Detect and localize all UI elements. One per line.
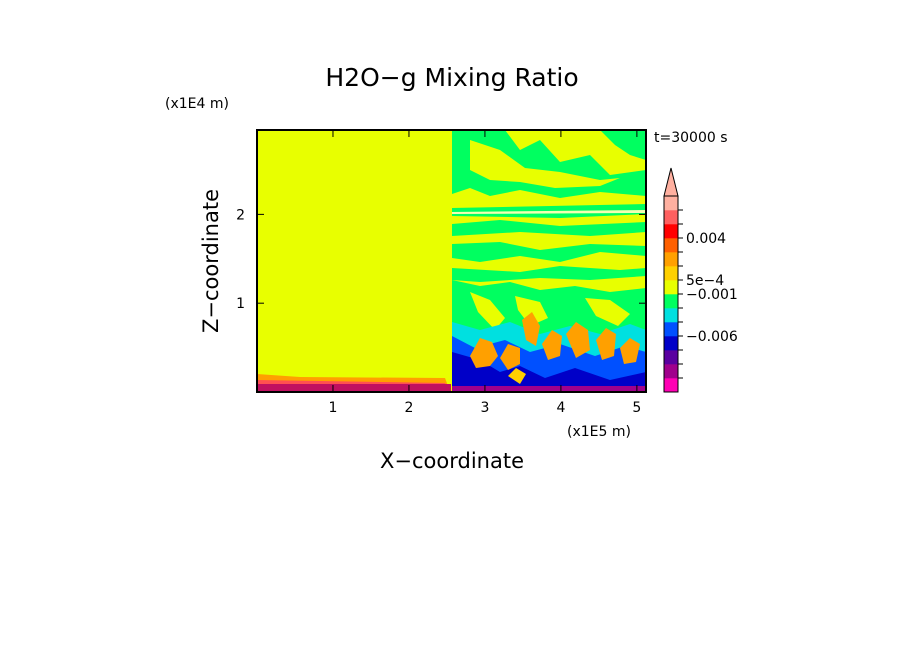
plume-6 [596,328,616,360]
colorbar-swatch [664,196,678,211]
x-axis-unit: (x1E5 m) [567,424,631,440]
colorbar-label: −0.006 [686,329,738,345]
colorbar-swatch [664,252,678,267]
field-right-mid-yellow-3 [585,298,630,326]
field-right-top-green [600,130,646,160]
colorbar-swatch [664,336,678,351]
x-tick-label: 1 [329,400,338,416]
colorbar-extend-arrow [663,167,679,197]
y-tick-label: 1 [236,296,245,312]
field-right-navy [452,352,646,392]
field-band-2-white [452,210,646,214]
field-left-bottom [257,384,451,392]
x-axis-title: X−coordinate [380,449,524,473]
x-tick-label: 3 [480,400,489,416]
plume-7 [620,338,640,364]
plume-2 [500,344,520,370]
field-band-4 [452,266,646,282]
x-ticks: 1 2 3 4 5 [329,130,641,416]
colorbar-swatch [664,224,678,239]
field-band-3 [452,242,646,262]
y-axis-unit: (x1E4 m) [165,96,229,112]
colorbar-label: −0.001 [686,287,738,303]
plume-3 [522,312,540,346]
y-ticks: 12 [236,207,646,312]
field-band-1 [452,220,646,236]
plot-frame [256,129,647,393]
plume-1 [470,338,498,368]
colorbar-swatch [664,308,678,323]
colorbar-swatch [664,322,678,337]
colorbar-label: 0.004 [686,231,726,247]
colorbar-swatch [664,210,678,225]
y-axis-title: Z−coordinate [199,189,223,333]
colorbar-swatch [664,294,678,309]
colorbar-swatch [664,350,678,365]
colorbar-swatch [664,280,678,295]
field-right-upper-yellow [470,140,620,188]
field-right-bottom [452,386,646,392]
colorbar-label: 5e−4 [686,273,724,289]
colorbar-swatch [664,364,678,379]
y-tick-label: 2 [236,207,245,223]
plume-8 [508,368,526,384]
time-label: t=30000 s [654,130,728,146]
colorbar-swatch [664,266,678,281]
field-right-mid-yellow-2 [515,296,548,326]
x-tick-label: 5 [632,400,641,416]
colorbar-swatch [664,238,678,253]
plot-area [256,129,647,393]
chart-title: H2O−g Mixing Ratio [325,63,578,92]
plume-5 [566,322,590,358]
colorbar-swatch [664,378,678,393]
x-tick-label: 4 [556,400,565,416]
field-right-mid-yellow-1 [470,292,505,330]
x-tick-label: 2 [404,400,413,416]
plume-4 [542,330,562,360]
